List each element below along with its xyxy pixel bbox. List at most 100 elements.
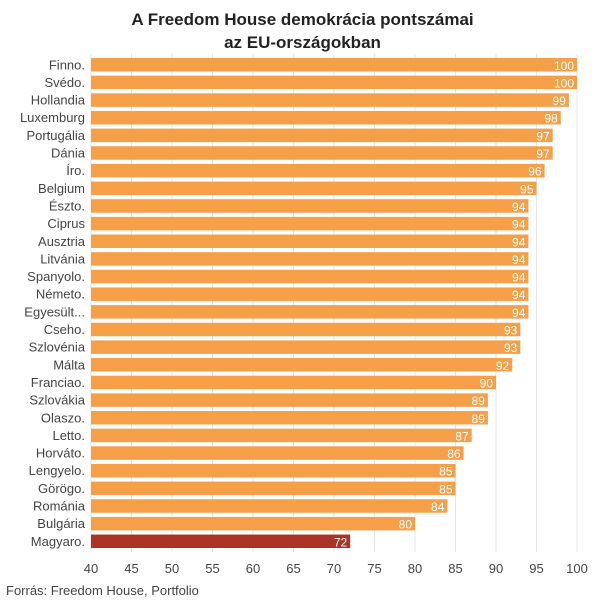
- value-label: 93: [504, 324, 518, 338]
- value-label: 97: [536, 147, 550, 161]
- category-label: Szlovénia: [29, 340, 86, 355]
- bar: [91, 534, 351, 549]
- x-tick-label: 85: [448, 561, 462, 576]
- bar: [91, 216, 529, 231]
- bar: [91, 287, 529, 301]
- value-label: 86: [447, 447, 461, 461]
- bar: [91, 234, 529, 248]
- value-label: 72: [334, 535, 348, 549]
- category-label: Íro.: [66, 163, 85, 178]
- x-tick-label: 50: [165, 561, 179, 576]
- chart-title-line-1: A Freedom House demokrácia pontszámai: [131, 10, 474, 29]
- value-label: 96: [528, 165, 542, 179]
- value-label: 99: [553, 94, 567, 108]
- category-label: Olaszo.: [41, 410, 85, 425]
- category-label: Letto.: [52, 428, 85, 443]
- value-label: 89: [472, 394, 486, 408]
- value-label: 93: [504, 341, 518, 355]
- bar: [91, 428, 472, 443]
- category-label: Svédo.: [45, 75, 85, 90]
- category-label: Portugália: [26, 128, 85, 143]
- category-label: Luxemburg: [20, 110, 85, 125]
- category-label: Franciao.: [31, 375, 85, 390]
- category-label: Lengyelo.: [29, 463, 85, 478]
- category-label: Finno.: [49, 57, 85, 72]
- category-label: Egyesült...: [24, 304, 85, 319]
- category-label: Bulgária: [37, 516, 85, 531]
- category-label: Belgium: [38, 181, 85, 196]
- value-label: 92: [496, 359, 510, 373]
- bar: [91, 516, 415, 531]
- x-tick-label: 45: [124, 561, 138, 576]
- bar: [91, 463, 456, 478]
- bar: [91, 322, 521, 337]
- category-label: Spanyolo.: [27, 269, 85, 284]
- value-label: 85: [439, 465, 453, 479]
- x-tick-label: 60: [246, 561, 260, 576]
- bar: [91, 58, 577, 72]
- value-label: 94: [512, 271, 526, 285]
- value-label: 94: [512, 218, 526, 232]
- bar: [91, 199, 529, 213]
- category-label: Litvánia: [40, 251, 86, 266]
- value-label: 97: [536, 129, 550, 143]
- x-tick-label: 70: [327, 561, 341, 576]
- chart-title: A Freedom House demokrácia pontszámai az…: [0, 8, 605, 54]
- bar: [91, 393, 488, 407]
- category-label: Románia: [33, 499, 86, 514]
- bar: [91, 252, 529, 266]
- bar: [91, 375, 496, 390]
- bar: [91, 358, 513, 372]
- category-label: Ciprus: [47, 216, 85, 231]
- bar: [91, 93, 569, 107]
- bar: [91, 146, 553, 160]
- value-label: 100: [554, 59, 574, 73]
- x-tick-label: 40: [84, 561, 98, 576]
- bar: [91, 75, 577, 90]
- value-label: 100: [554, 76, 574, 90]
- category-label: Málta: [53, 357, 86, 372]
- bar: [91, 269, 529, 284]
- bar: [91, 128, 553, 143]
- value-label: 94: [512, 288, 526, 302]
- category-label: Görögo.: [38, 481, 85, 496]
- x-tick-label: 95: [529, 561, 543, 576]
- value-label: 84: [431, 500, 445, 514]
- bar: [91, 163, 545, 178]
- bar: [91, 411, 488, 425]
- x-tick-label: 75: [367, 561, 381, 576]
- bar: [91, 181, 537, 196]
- x-tick-label: 65: [286, 561, 300, 576]
- value-label: 89: [472, 412, 486, 426]
- category-label: Hollandia: [31, 93, 86, 108]
- value-label: 98: [544, 112, 558, 126]
- x-tick-label: 80: [408, 561, 422, 576]
- value-label: 94: [512, 306, 526, 320]
- category-label: Magyaro.: [31, 534, 85, 549]
- value-label: 80: [399, 518, 413, 532]
- bar: [91, 110, 561, 125]
- value-label: 90: [480, 376, 494, 390]
- value-label: 94: [512, 235, 526, 249]
- x-tick-label: 100: [566, 561, 588, 576]
- category-label: Cseho.: [44, 322, 85, 337]
- bar: [91, 481, 456, 496]
- category-label: Horváto.: [36, 446, 85, 461]
- category-label: Szlovákia: [29, 393, 85, 408]
- value-label: 95: [520, 182, 534, 196]
- value-label: 94: [512, 253, 526, 267]
- category-label: Németo.: [36, 287, 85, 302]
- category-label: Dánia: [51, 146, 86, 161]
- bar: [91, 446, 464, 460]
- source-note: Forrás: Freedom House, Portfolio: [6, 583, 199, 598]
- category-label: Észto.: [49, 198, 85, 213]
- x-tick-label: 55: [205, 561, 219, 576]
- bar: [91, 499, 448, 513]
- value-label: 87: [455, 429, 469, 443]
- value-label: 85: [439, 482, 453, 496]
- bar: [91, 305, 529, 319]
- x-tick-label: 90: [489, 561, 503, 576]
- category-label: Ausztria: [38, 234, 86, 249]
- chart-title-line-2: az EU-országokban: [224, 33, 381, 52]
